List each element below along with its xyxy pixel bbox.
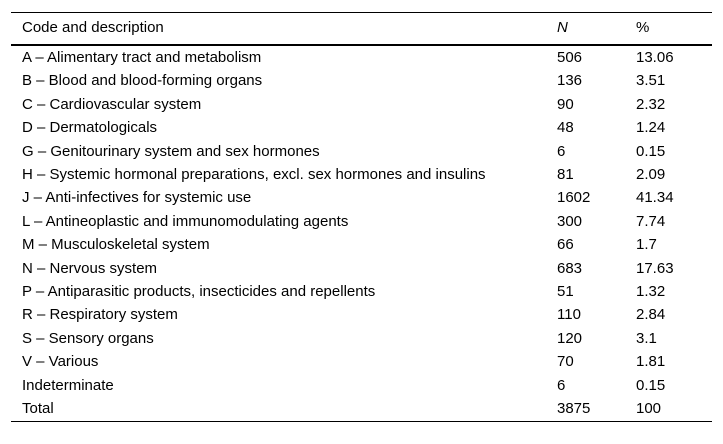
cell-percent: 1.24 xyxy=(636,119,666,137)
cell-percent: 0.15 xyxy=(636,376,666,394)
cell-description: L – Antineoplastic and immunomodulating … xyxy=(22,212,349,230)
cell-description: J – Anti-infectives for systemic use xyxy=(22,189,252,207)
cell-n: 120 xyxy=(557,329,583,347)
table-row: P – Antiparasitic products, insecticides… xyxy=(11,280,712,303)
cell-n: 81 xyxy=(557,166,574,184)
table-row: V – Various 70 1.81 xyxy=(11,350,712,373)
header-row: Code and description N % xyxy=(11,12,712,46)
cell-percent: 7.74 xyxy=(636,212,666,230)
table-row: L – Antineoplastic and immunomodulating … xyxy=(11,210,712,233)
table-body: A – Alimentary tract and metabolism 506 13… xyxy=(11,45,712,421)
cell-n: 1602 xyxy=(557,189,591,207)
cell-percent: 1.7 xyxy=(636,236,657,254)
table-row: J – Anti-infectives for systemic use 1602… xyxy=(11,186,712,209)
cell-percent: 100 xyxy=(636,400,662,418)
cell-percent: 41.34 xyxy=(636,189,674,207)
cell-percent: 1.32 xyxy=(636,283,666,301)
cell-n: 300 xyxy=(557,212,583,230)
cell-n: 6 xyxy=(557,142,566,160)
table-row: G – Genitourinary system and sex hormone… xyxy=(11,140,712,163)
table-row: M – Musculoskeletal system 66 1.7 xyxy=(11,233,712,256)
table-row: Indeterminate 6 0.15 xyxy=(11,374,712,397)
cell-description: A – Alimentary tract and metabolism xyxy=(22,49,262,66)
cell-n: 51 xyxy=(557,283,574,301)
cell-percent: 2.32 xyxy=(636,95,666,113)
column-header-n: N xyxy=(557,12,636,46)
cell-n: 6 xyxy=(557,376,566,394)
page: Code and description N % A – Alimentary … xyxy=(0,12,723,444)
cell-n: 683 xyxy=(557,259,583,277)
cell-percent: 2.09 xyxy=(636,166,666,184)
atc-classification-table: Code and description N % A – Alimentary … xyxy=(11,12,712,422)
cell-description: P – Antiparasitic products, insecticides… xyxy=(22,283,376,301)
cell-description: D – Dermatologicals xyxy=(22,119,158,137)
table-row: H – Systemic hormonal preparations, excl… xyxy=(11,163,712,186)
cell-description: H – Systemic hormonal preparations, excl… xyxy=(22,166,486,184)
table-row: R – Respiratory system 110 2.84 xyxy=(11,303,712,326)
cell-description: V – Various xyxy=(22,353,99,371)
cell-description: Total xyxy=(22,400,54,418)
cell-percent: 3.1 xyxy=(636,329,657,347)
table-row: A – Alimentary tract and metabolism 506 13… xyxy=(11,45,712,69)
cell-percent: 0.15 xyxy=(636,142,666,160)
cell-percent: 3.51 xyxy=(636,72,666,90)
total-row: Total 3875 100 xyxy=(11,397,712,421)
table-row: C – Cardiovascular system 90 2.32 xyxy=(11,93,712,116)
cell-description: R – Respiratory system xyxy=(22,306,178,324)
cell-percent: 13.06 xyxy=(636,49,674,66)
cell-n: 110 xyxy=(557,306,581,324)
cell-n: 3875 xyxy=(557,400,591,418)
cell-description: G – Genitourinary system and sex hormone… xyxy=(22,142,320,160)
cell-percent: 1.81 xyxy=(636,353,666,371)
cell-description: B – Blood and blood-forming organs xyxy=(22,72,263,90)
cell-percent: 17.63 xyxy=(636,259,674,277)
cell-n: 66 xyxy=(557,236,574,254)
column-header-percent: % xyxy=(636,12,712,46)
table-row: D – Dermatologicals 48 1.24 xyxy=(11,116,712,139)
table-row: S – Sensory organs 120 3.1 xyxy=(11,327,712,350)
column-header-code-description: Code and description xyxy=(11,12,557,46)
cell-n: 506 xyxy=(557,49,583,66)
table-row: N – Nervous system 683 17.63 xyxy=(11,257,712,280)
cell-n: 48 xyxy=(557,119,574,137)
cell-description: Indeterminate xyxy=(22,376,114,394)
cell-n: 70 xyxy=(557,353,574,371)
cell-percent: 2.84 xyxy=(636,306,666,324)
cell-n: 90 xyxy=(557,95,574,113)
cell-n: 136 xyxy=(557,72,583,90)
table-row: B – Blood and blood-forming organs 136 3.5… xyxy=(11,69,712,92)
cell-description: S – Sensory organs xyxy=(22,329,154,347)
cell-description: N – Nervous system xyxy=(22,259,158,277)
cell-description: C – Cardiovascular system xyxy=(22,95,202,113)
cell-description: M – Musculoskeletal system xyxy=(22,236,210,254)
